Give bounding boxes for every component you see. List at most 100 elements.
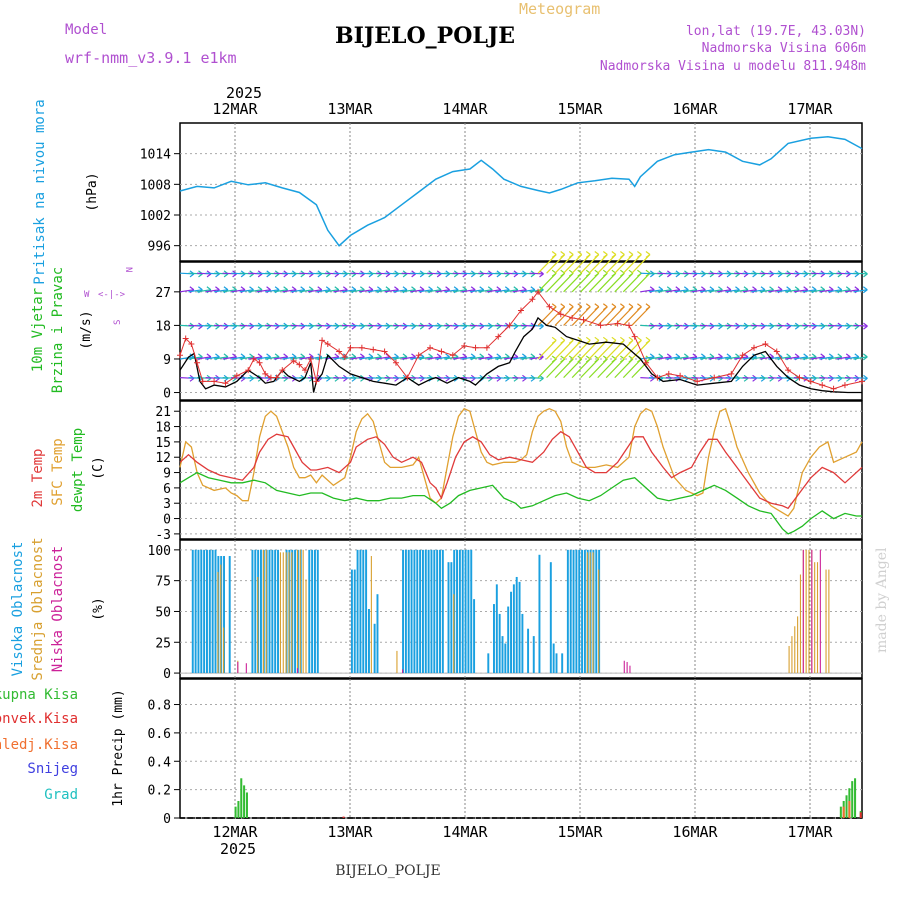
wind-arrow [214,289,229,293]
cloud-mid-bar [299,549,301,674]
wind-arrow [503,289,518,293]
wind-arrow [375,289,391,293]
wind-arrow [350,289,365,293]
wind-gust-marker [267,374,274,381]
cloud-high-bar [359,549,362,674]
wind-arrow [418,289,433,293]
top-date-label: 12MAR [212,100,258,118]
wind-arrow [435,356,450,360]
wind-arrow [401,289,416,293]
wind-arrow [546,339,566,360]
wind-arrow [614,272,634,293]
cloud-high-bar [595,549,598,674]
wind-arrow [231,289,246,293]
model-name: wrf-nmm_v3.9.1 e1km [65,49,237,67]
wind-arrow [469,289,484,293]
wind-arrow [580,272,600,293]
svg-text:<-|->: <-|-> [98,290,126,300]
cloud-high-bar [512,584,515,674]
cloud-mid-bar [791,636,793,674]
wind-arrow [248,289,263,293]
wind-gust-marker [381,348,388,355]
cloud-high-bar [504,643,507,674]
bottom-date-labels: 12MAR 13MAR 14MAR 15MAR 16MAR 17MAR [212,823,833,841]
wind-arrowhead [594,251,600,259]
cloud-high-bar [467,549,470,674]
wind-gust-marker [495,333,502,340]
wind-gust-marker [262,370,269,377]
cloud-mid-bar [396,650,398,674]
wind-arrow [495,356,510,360]
wind-arrow [844,289,859,293]
wind-arrow [563,272,583,293]
y-tick-label: 0.2 [148,784,171,799]
cloud-high-bar [362,549,365,674]
compass-south: S [113,320,123,325]
cloud-high-bar [439,549,441,674]
cloud-high-bar [581,549,584,674]
cloud-high-bar [251,549,254,674]
wind-arrow [588,339,608,360]
cloud-high-bar [538,554,541,674]
wind-arrow [512,356,527,360]
wind-gust-marker [245,367,252,374]
cloud-high-bar [191,549,194,674]
wind-arrow [452,289,467,293]
wind-arrow [341,289,356,293]
cloud-mid-bar [814,562,816,674]
wind-arrow [648,356,663,360]
wind-arrow [580,254,600,274]
wind-arrowhead [594,303,600,311]
precip-panel: 0 0.2 0.4 0.6 0.8 Ukupna Kisa Konvek.Kisa Zale… [0,678,863,827]
wind-arrow [520,356,535,360]
meteogram-label: Meteogram [519,0,600,18]
top-date-labels: 12MAR 13MAR 14MAR 15MAR 16MAR 17MAR [212,100,833,118]
wind-arrow [239,289,254,293]
precip-convective-bar [859,812,862,818]
precip-total-bar [854,778,857,818]
wind-gust-marker [529,296,536,303]
altitude-label: Nadmorska Visina 606m [702,41,867,56]
cloud-high-bar [527,628,530,674]
wind-arrow [640,289,655,293]
precip-unit: 1hr Precip (mm) [111,689,126,806]
wind-arrowhead [551,251,557,259]
wind-arrow [358,356,373,360]
bottom-year-label: 2025 [220,840,256,858]
wind-arrow [810,356,825,360]
y-tick-label: 0 [163,387,171,402]
wind-arrow [734,289,749,293]
wind-arrowhead [577,303,583,311]
wind-arrow [571,358,591,379]
wind-arrow [452,356,467,360]
wind-arrowhead [645,251,651,259]
wind-arrow [708,289,723,293]
wind-arrow [614,339,634,360]
wind-gust-marker [188,341,195,348]
wind-arrow [537,272,557,293]
wind-gust-marker [199,378,206,385]
cloud-high-bar [487,653,490,674]
precip-total-bar [851,781,854,818]
wind-gust-marker [751,344,758,351]
y-tick-label: 25 [155,636,171,651]
cloud-low-bar [296,668,299,674]
dewpoint-line [179,471,862,535]
top-date-label: 15MAR [557,100,603,118]
cloud-high-bar [510,591,513,674]
wind-gust-marker [222,380,229,387]
wind-arrow [665,289,680,293]
precip-total-bar [234,806,237,818]
cloud-mid-bar [598,569,600,674]
compass-north: N [123,267,133,272]
wind-gust-marker [796,374,803,381]
cloud-mid-bar [291,552,293,674]
temp2m-line [179,430,863,510]
y-tick-label: 27 [155,286,171,301]
wind-arrow [179,356,194,360]
cloud-mid-bar [279,552,281,674]
wind-arrow [836,356,851,360]
wind-arrowhead [585,336,591,344]
